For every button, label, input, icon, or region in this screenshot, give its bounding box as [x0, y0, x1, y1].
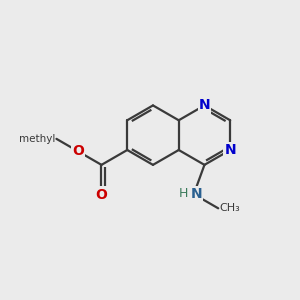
- Text: O: O: [96, 188, 107, 202]
- Text: O: O: [72, 145, 84, 158]
- Text: CH₃: CH₃: [220, 203, 241, 213]
- Text: N: N: [190, 187, 202, 201]
- Text: N: N: [224, 143, 236, 157]
- Text: methyl: methyl: [19, 134, 55, 144]
- Text: H: H: [179, 187, 188, 200]
- Text: N: N: [199, 98, 210, 112]
